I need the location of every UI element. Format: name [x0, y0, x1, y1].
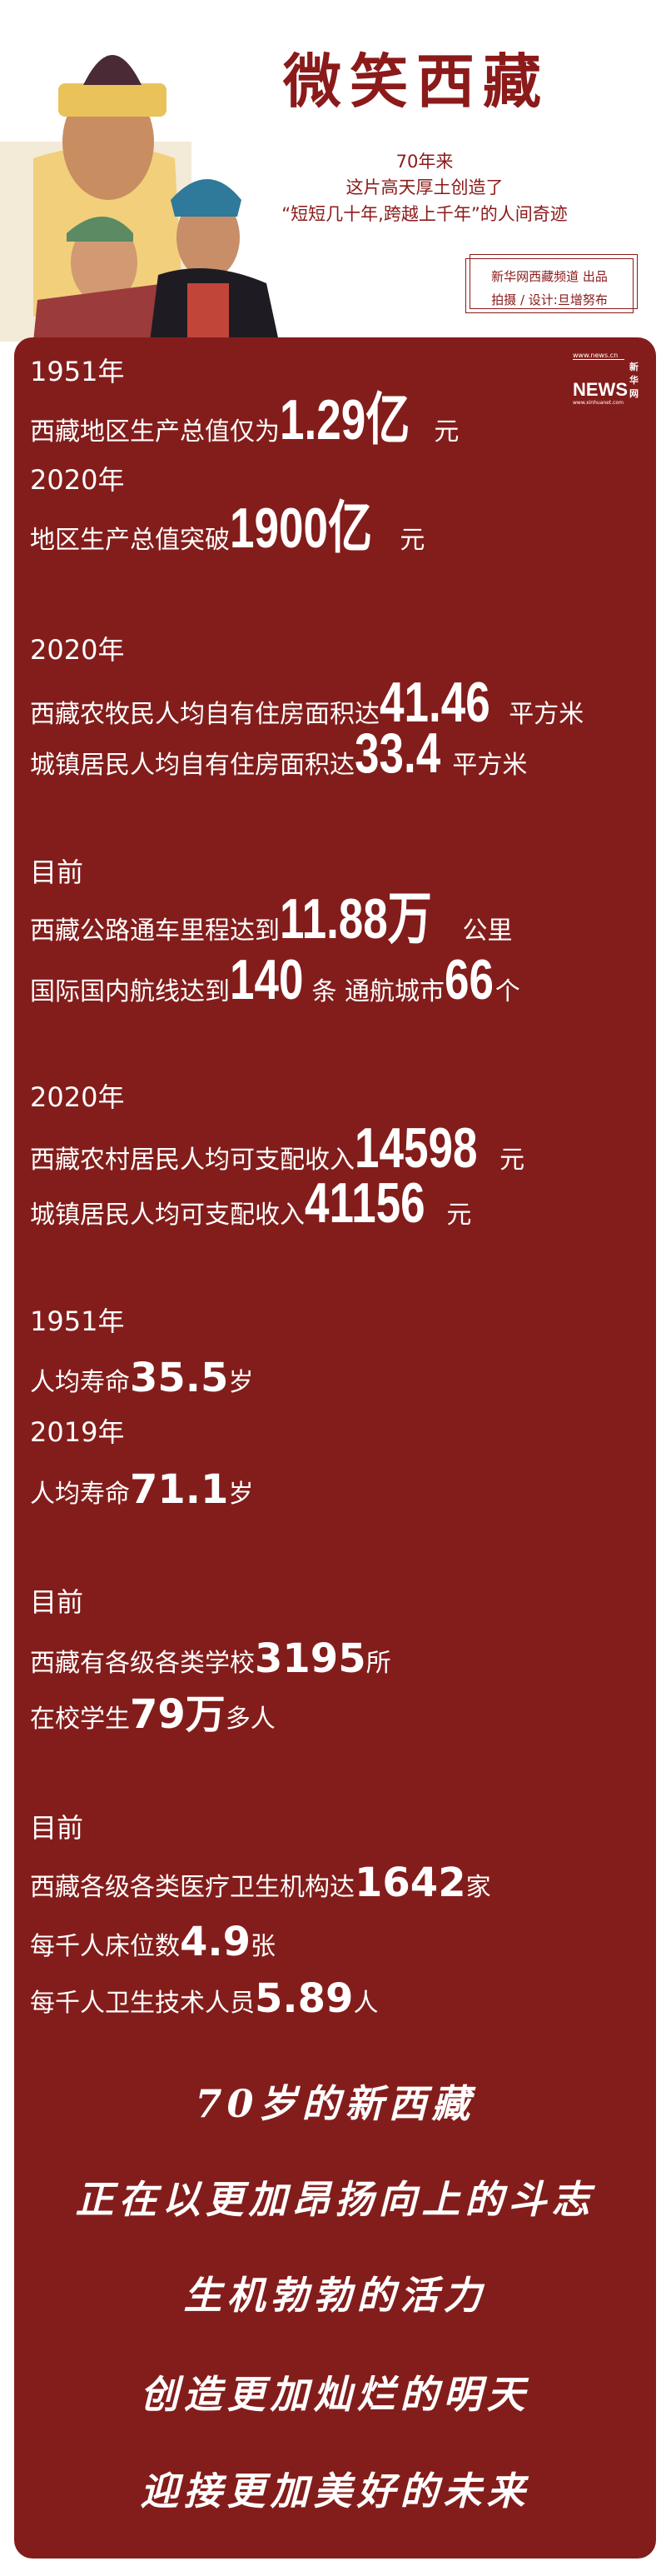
closing-line: 70岁的新西藏 [195, 2081, 475, 2126]
stat-label: 西藏公路通车里程达到 [30, 916, 280, 946]
stat-line: 每千人卫生技术人员 5.89 人 [30, 1953, 378, 2019]
stat-label: 城镇居民人均自有住房面积达 [30, 751, 355, 780]
stat-unit: 多人 [225, 1705, 276, 1734]
logo-mark: NEWS [573, 379, 628, 400]
stat-period: 2019年 [30, 1416, 125, 1448]
stat-line: 2020年 [30, 600, 124, 666]
stat-unit: 张 [251, 1932, 276, 1961]
xinhua-logo: www.news.cn NEWS 新华网 www.xinhuanet.com [573, 352, 643, 406]
stat-label: 西藏地区生产总值仅为 [30, 417, 280, 447]
closing-line: 正在以更加昂扬向上的斗志 [75, 2177, 595, 2222]
stat-unit: 条 通航城市 [311, 977, 445, 1006]
stat-period: 目前 [30, 856, 84, 888]
stat-line: 1951年 [30, 1271, 124, 1338]
stat-value: 35.5 [130, 1355, 229, 1401]
stat-label: 西藏农村居民人均可支配收入 [30, 1146, 355, 1175]
stat-period: 1951年 [30, 1305, 125, 1337]
credit-box: 新华网西藏频道 出品 拍摄 / 设计:旦增努布 [465, 254, 638, 313]
stat-line: 目前 [30, 1552, 83, 1619]
stat-unit: 平方米 [509, 700, 584, 729]
stat-label: 在校学生 [30, 1705, 130, 1734]
stat-value: 1900亿 [230, 497, 373, 560]
stat-period: 2020年 [30, 634, 125, 666]
page-title: 微笑西藏 [283, 47, 549, 116]
stat-line: 西藏农村居民人均可支配收入 14598 元 [30, 1110, 524, 1176]
stat-unit: 平方米 [452, 751, 528, 780]
stat-line: 2019年 [30, 1382, 124, 1449]
stat-line: 西藏农牧民人均自有住房面积达 41.46 平方米 [30, 664, 584, 731]
stat-unit: 家 [465, 1873, 491, 1902]
stat-period: 2020年 [30, 1081, 125, 1113]
stat-line: 在校学生 79万 多人 [30, 1669, 276, 1735]
stat-value: 79万 [130, 1691, 226, 1738]
stat-unit: 元 [434, 417, 460, 447]
stat-unit: 公里 [462, 916, 513, 946]
credit-designer: 拍摄 / 设计:旦增努布 [491, 292, 608, 307]
subtitle-line: 70年来 [395, 152, 454, 172]
stat-unit: 人 [353, 1989, 379, 2018]
stat-value: 3195 [255, 1635, 366, 1682]
logo-brand: 新华网 [629, 362, 639, 399]
stat-value: 5.89 [255, 1975, 354, 2022]
logo-bottom-url: www.xinhuanet.com [573, 400, 624, 406]
closing-line: 生机勃勃的活力 [183, 2273, 487, 2318]
content-panel [14, 337, 656, 2559]
stat-unit: 所 [365, 1649, 391, 1678]
stat-line: 西藏各级各类医疗卫生机构达 1642 家 [30, 1837, 491, 1904]
stat-unit: 元 [500, 1146, 525, 1175]
stat-line: 地区生产总值突破 1900亿元 [30, 490, 425, 557]
stat-unit: 岁 [228, 1368, 254, 1397]
stat-line: 城镇居民人均可支配收入 41156 元 [30, 1165, 471, 1231]
credit-producer: 新华网西藏频道 出品 [491, 269, 608, 284]
stat-label: 西藏各级各类医疗卫生机构达 [30, 1873, 355, 1902]
stat-line: 2020年 [30, 1047, 124, 1114]
stat-period: 目前 [30, 1586, 84, 1618]
stat-line: 西藏公路通车里程达到 11.88万 公里 [30, 881, 512, 947]
stat-label: 人均寿命 [30, 1480, 130, 1509]
stat-value: 41156 [305, 1171, 425, 1235]
tibetan-family-photo [0, 55, 279, 342]
stat-line: 城镇居民人均自有住房面积达 33.4 平方米 [30, 715, 527, 781]
stat-value: 66 [445, 948, 495, 1011]
stat-unit: 元 [400, 526, 425, 555]
stat-value: 33.4 [355, 721, 441, 785]
stat-value: 1642 [355, 1860, 466, 1906]
closing-line: 创造更加灿烂的明天 [140, 2372, 530, 2417]
stat-label: 每千人卫生技术人员 [30, 1989, 255, 2018]
stat-label: 人均寿命 [30, 1368, 130, 1397]
stat-line: 国际国内航线达到 140 条 通航城市 66 个 [30, 941, 520, 1008]
subtitle-line: 这片高天厚土创造了 [345, 177, 504, 197]
stat-unit: 岁 [228, 1480, 254, 1509]
stat-value: 11.88万 [280, 887, 432, 951]
stat-value: 4.9 [180, 1919, 251, 1965]
stat-line: 每千人床位数 4.9 张 [30, 1896, 276, 1963]
stat-unit: 个 [495, 977, 520, 1006]
stat-label: 每千人床位数 [30, 1932, 180, 1961]
stat-period: 目前 [30, 1812, 84, 1844]
stat-line: 1951年 [30, 322, 124, 388]
stat-label: 国际国内航线达到 [30, 977, 230, 1006]
stat-line: 目前 [30, 822, 83, 889]
subtitle-line: “短短几十年,跨越上千年”的人间奇迹 [281, 204, 568, 224]
stat-value: 71.1 [130, 1466, 229, 1513]
stat-line: 西藏有各级各类学校 3195 所 [30, 1613, 391, 1680]
stat-value: 41.46 [380, 671, 490, 734]
stat-label: 城镇居民人均可支配收入 [30, 1201, 305, 1230]
stat-label: 西藏农牧民人均自有住房面积达 [30, 700, 380, 729]
stat-unit: 元 [446, 1201, 472, 1230]
stat-label: 地区生产总值突破 [30, 526, 230, 555]
stat-value: 14598 [355, 1116, 478, 1180]
closing-line: 迎接更加美好的未来 [140, 2469, 530, 2514]
stat-line: 人均寿命 71.1 岁 [30, 1444, 253, 1510]
stat-period: 2020年 [30, 464, 125, 496]
stat-line: 西藏地区生产总值仅为 1.29亿元 [30, 382, 459, 448]
stat-line: 目前 [30, 1778, 83, 1845]
logo-top-url: www.news.cn [573, 352, 624, 360]
stat-value: 1.29亿 [280, 388, 410, 452]
stat-label: 西藏有各级各类学校 [30, 1649, 255, 1678]
stat-period: 1951年 [30, 356, 125, 387]
stat-value: 140 [230, 948, 304, 1011]
stat-line: 人均寿命 35.5 岁 [30, 1332, 253, 1399]
stat-line: 2020年 [30, 430, 124, 497]
